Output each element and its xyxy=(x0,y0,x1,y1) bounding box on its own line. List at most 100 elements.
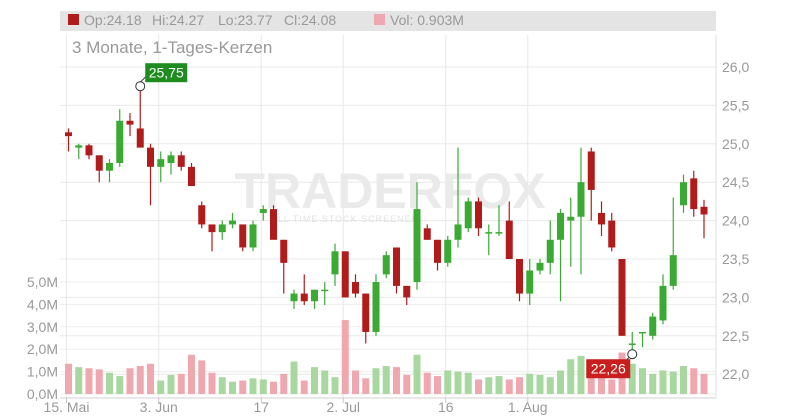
candle xyxy=(536,259,544,275)
candle-body xyxy=(690,178,698,210)
volume-bar xyxy=(259,379,267,394)
volume-bar xyxy=(116,376,124,394)
candle-body xyxy=(393,247,400,286)
volume-bar xyxy=(393,367,400,394)
volume-bar xyxy=(188,354,195,394)
volume-tick-label: 0,0M xyxy=(27,386,58,402)
candle-body xyxy=(218,224,226,233)
candle-body xyxy=(75,145,83,148)
candle-body xyxy=(464,201,472,229)
candle xyxy=(434,239,441,271)
candle-body xyxy=(372,282,380,332)
candle-body xyxy=(639,331,646,334)
volume-tick-label: 3,0M xyxy=(27,319,58,335)
open-value: Op:24.18 xyxy=(84,12,142,28)
header-bar xyxy=(60,11,716,31)
volume-bar xyxy=(85,368,93,394)
candle xyxy=(659,274,667,325)
volume-bar xyxy=(290,361,298,394)
candle xyxy=(382,251,390,279)
ohlc-legend: Op:24.18 Hi:24.27 Lo:23.77 Cl:24.08 Vol:… xyxy=(68,12,464,28)
candle-body xyxy=(270,209,277,240)
volume-bar xyxy=(598,369,605,394)
volume-tick-label: 2,0M xyxy=(27,341,58,357)
candle xyxy=(700,199,708,239)
volume-bar xyxy=(690,368,698,394)
candle-body xyxy=(577,182,585,217)
volume-bar xyxy=(382,366,390,394)
volume-bar xyxy=(669,371,677,394)
volume-bar xyxy=(536,374,544,394)
candle-body xyxy=(598,212,605,225)
candle xyxy=(270,205,277,240)
candle-body xyxy=(608,220,616,248)
volume-bar xyxy=(505,379,513,394)
min-label: 22,26 xyxy=(591,361,626,377)
time-tick-label: 17 xyxy=(253,399,269,415)
candle-body xyxy=(341,251,349,298)
volume-bar xyxy=(464,372,472,394)
price-tick-label: 24,0 xyxy=(722,213,749,229)
volume-axis: 5,0M 4,0M 3,0M 2,0M 1,0M 0,0M xyxy=(27,274,58,402)
candle xyxy=(116,109,124,167)
candle-body xyxy=(321,289,329,292)
candle-body xyxy=(413,209,421,283)
candle xyxy=(413,182,421,290)
volume-bars xyxy=(65,320,708,394)
candle-body xyxy=(280,239,288,263)
volume-legend-swatch xyxy=(374,14,385,25)
candle xyxy=(229,212,236,229)
candle-body xyxy=(475,201,482,229)
candle-body xyxy=(259,209,267,213)
volume-bar xyxy=(157,380,165,394)
candle xyxy=(65,128,72,152)
candle-body xyxy=(136,128,144,148)
candle-body xyxy=(444,239,452,263)
candle xyxy=(485,224,493,256)
volume-bar xyxy=(65,363,72,394)
time-tick-label: 1. Aug xyxy=(508,399,548,415)
volume-bar xyxy=(567,359,575,394)
candle xyxy=(147,143,154,206)
candle xyxy=(259,205,267,221)
max-label-box xyxy=(145,63,188,83)
candle-body xyxy=(485,232,493,234)
close-value: Cl:24.08 xyxy=(284,12,336,28)
candle xyxy=(495,205,503,236)
volume-bar xyxy=(270,381,277,394)
candle xyxy=(218,220,226,240)
volume-bar xyxy=(352,370,359,394)
volume-bar xyxy=(516,377,523,394)
low-value: Lo:23.77 xyxy=(218,12,273,28)
candle-body xyxy=(526,270,534,294)
volume-bar xyxy=(546,377,554,394)
candle-body xyxy=(106,163,113,171)
volume-bar xyxy=(311,367,318,394)
volume-bar xyxy=(136,366,144,394)
candle xyxy=(598,201,605,236)
volume-bar xyxy=(372,368,380,394)
candle xyxy=(249,220,257,252)
candle-body xyxy=(177,155,185,167)
candle xyxy=(393,247,400,294)
candle xyxy=(136,86,144,148)
extreme-annotations: 25,75 22,26 xyxy=(135,63,638,379)
candle-body xyxy=(536,262,544,271)
volume-bar xyxy=(423,372,431,394)
candle xyxy=(444,235,452,267)
volume-bar xyxy=(526,373,534,394)
candle xyxy=(198,201,206,229)
candle xyxy=(300,274,308,306)
min-marker xyxy=(627,349,638,360)
price-legend-swatch xyxy=(68,14,79,25)
volume-tick-label: 5,0M xyxy=(27,274,58,290)
price-tick-label: 25,0 xyxy=(722,136,749,152)
volume-bar xyxy=(198,360,206,394)
candle xyxy=(341,251,349,298)
volume-bar xyxy=(700,373,708,394)
volume-bar xyxy=(147,363,154,394)
candle xyxy=(106,159,113,183)
volume-bar xyxy=(475,379,482,394)
candle xyxy=(557,209,564,302)
